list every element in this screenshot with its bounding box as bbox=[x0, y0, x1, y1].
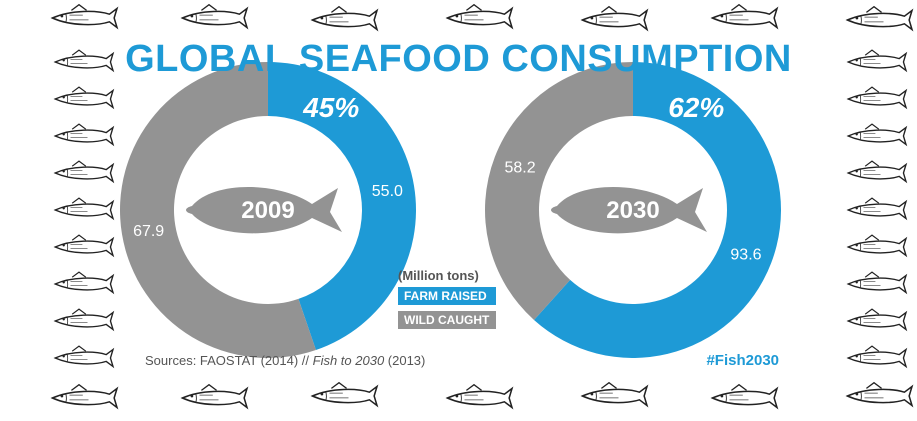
fish-icon bbox=[311, 5, 378, 31]
data-label-farm-raised: 55.0 bbox=[372, 183, 403, 200]
fish-icon bbox=[54, 271, 114, 294]
fish-icon bbox=[54, 345, 114, 368]
legend-unit-label: (Million tons) bbox=[398, 268, 479, 283]
sources-prefix: Sources: FAOSTAT (2014) // bbox=[145, 353, 313, 368]
sources-note: Sources: FAOSTAT (2014) // Fish to 2030 … bbox=[145, 353, 425, 368]
fish-icon bbox=[847, 308, 907, 331]
percent-label-farm-raised: 62% bbox=[668, 92, 724, 123]
fish-icon bbox=[847, 234, 907, 257]
fish-icon bbox=[311, 381, 378, 407]
fish-icon bbox=[847, 86, 907, 109]
fish-icon bbox=[181, 383, 248, 409]
page-title: GLOBAL SEAFOOD CONSUMPTION bbox=[125, 38, 792, 80]
hashtag-label: #Fish2030 bbox=[706, 352, 779, 369]
fish-icon bbox=[711, 3, 778, 29]
legend-farm-raised: FARM RAISED bbox=[398, 287, 496, 305]
sources-suffix: (2013) bbox=[384, 353, 426, 368]
fish-icon bbox=[846, 381, 913, 407]
donut-slice-farm-raised bbox=[534, 62, 782, 358]
sources-italic-title: Fish to 2030 bbox=[312, 353, 385, 368]
donut-slice-wild-caught bbox=[120, 62, 316, 358]
donut-center-year: 2009 bbox=[241, 197, 294, 224]
data-label-farm-raised: 93.6 bbox=[730, 246, 761, 263]
fish-icon bbox=[711, 383, 778, 409]
fish-icon bbox=[54, 234, 114, 257]
fish-icon bbox=[847, 197, 907, 220]
legend-wild-caught: WILD CAUGHT bbox=[398, 311, 496, 329]
fish-icon bbox=[581, 381, 648, 407]
fish-icon bbox=[846, 5, 913, 31]
donut-slice-wild-caught bbox=[485, 62, 633, 321]
donut-center-year: 2030 bbox=[606, 197, 659, 224]
fish-icon bbox=[847, 160, 907, 183]
fish-icon bbox=[186, 187, 342, 234]
fish-icon bbox=[54, 197, 114, 220]
data-label-wild-caught: 58.2 bbox=[504, 160, 535, 177]
fish-icon bbox=[54, 308, 114, 331]
fish-icon bbox=[551, 187, 707, 234]
fish-icon bbox=[54, 123, 114, 146]
fish-icon bbox=[54, 160, 114, 183]
fish-icon bbox=[446, 383, 513, 409]
data-label-wild-caught: 67.9 bbox=[133, 223, 164, 240]
donut-charts: 2009 55.0 67.9 45% 2030 93.6 58.2 62% bbox=[120, 62, 782, 358]
fish-icon bbox=[847, 123, 907, 146]
fish-icon bbox=[181, 3, 248, 29]
fish-icon bbox=[446, 3, 513, 29]
fish-icon bbox=[847, 345, 907, 368]
fish-icon bbox=[54, 86, 114, 109]
fish-icon bbox=[51, 383, 118, 409]
fish-icon bbox=[847, 271, 907, 294]
donut-slice-farm-raised bbox=[268, 62, 417, 351]
percent-label-farm-raised: 45% bbox=[302, 92, 359, 123]
fish-icon bbox=[51, 3, 118, 29]
fish-icon bbox=[581, 5, 648, 31]
